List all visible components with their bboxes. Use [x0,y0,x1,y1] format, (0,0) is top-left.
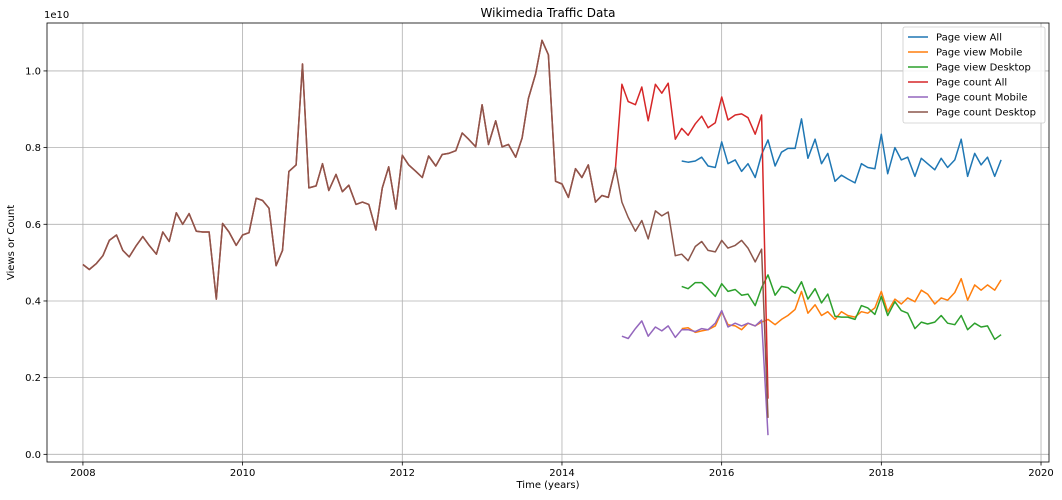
x-tick-label: 2008 [70,468,95,479]
y-tick-label: 1.0 [25,66,41,77]
legend-box [902,26,1046,124]
series-line-page-count-mobile [621,309,769,436]
x-axis: 2008 2010 2012 2014 2016 2018 2020 [70,462,1054,479]
legend-label: Page count Desktop [936,108,1036,119]
legend-label: Page view Mobile [936,48,1022,59]
grid [47,23,1049,462]
x-tick-label: 2014 [549,468,574,479]
y-axis-label: Views or Count [6,205,17,280]
y-axis-offset-label: 1e10 [44,10,69,21]
x-axis-label: Time (years) [516,480,580,491]
plot-frame [46,22,1050,463]
chart-title: Wikimedia Traffic Data [481,6,616,20]
legend-label: Page count All [936,78,1007,89]
legend-label: Page view Desktop [936,63,1031,74]
y-tick-label: 0.2 [25,373,41,384]
series-line-page-count-desktop [82,39,769,418]
x-tick-label: 2012 [390,468,415,479]
series-line-page-view-mobile [681,277,1002,334]
legend-label: Page count Mobile [936,93,1028,104]
y-tick-label: 0.8 [25,143,41,154]
legend-label: Page view All [936,33,1002,44]
x-tick-label: 2010 [230,468,255,479]
y-axis: 0.0 0.2 0.4 0.6 0.8 1.0 [25,66,47,461]
y-tick-label: 0.4 [25,296,41,307]
y-tick-label: 0.6 [25,220,41,231]
x-tick-label: 2016 [709,468,734,479]
y-tick-label: 0.0 [25,450,41,461]
x-tick-label: 2018 [869,468,894,479]
series-lines [82,39,1002,436]
series-line-page-view-desktop [681,274,1002,341]
legend: Page view All Page view Mobile Page view D… [902,26,1046,124]
series-line-page-view-all [681,118,1002,184]
x-tick-label: 2020 [1028,468,1053,479]
